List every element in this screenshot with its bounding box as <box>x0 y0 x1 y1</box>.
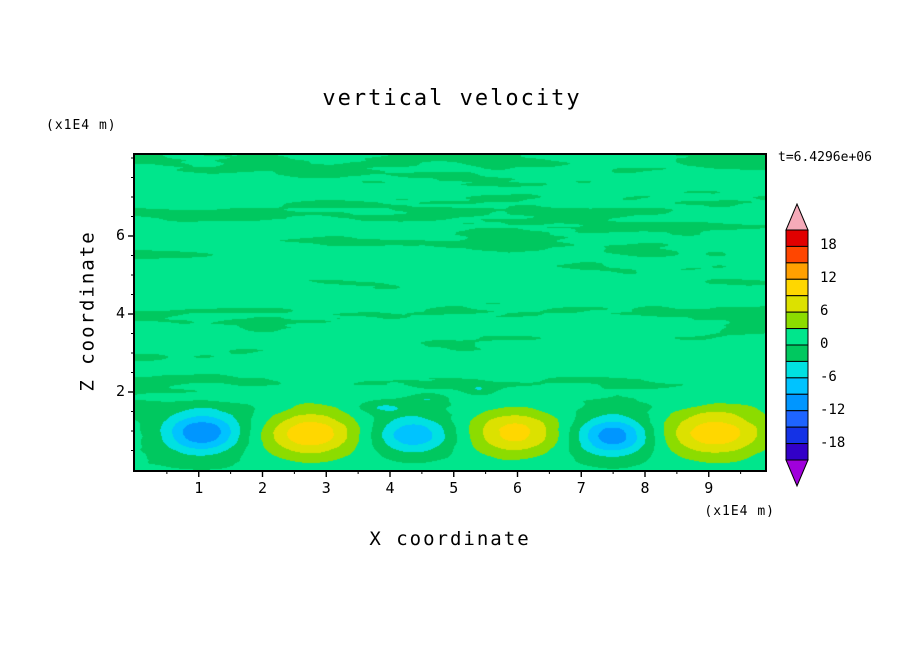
colorbar-arrow <box>785 459 809 488</box>
colorbar-band <box>785 360 809 379</box>
colorbar-band <box>785 377 809 395</box>
colorbar-band <box>785 295 809 313</box>
colorbar-band <box>785 344 809 362</box>
x-tick-label: 8 <box>640 479 650 497</box>
contour-field-canvas <box>135 155 765 470</box>
x-tick-label: 3 <box>321 479 331 497</box>
colorbar-label: -12 <box>820 401 846 418</box>
colorbar-label: 12 <box>820 270 837 287</box>
colorbar-band <box>785 311 809 330</box>
x-tick-label: 2 <box>257 479 268 497</box>
x-tick-label: 1 <box>194 479 204 497</box>
colorbar-arrow <box>785 203 809 231</box>
colorbar-band <box>785 410 809 428</box>
colorbar-band <box>785 443 809 461</box>
y-tick-label: 6 <box>115 226 125 244</box>
colorbar-band <box>785 262 809 280</box>
x-axis-label: X coordinate <box>369 528 531 550</box>
colorbar <box>785 203 809 488</box>
colorbar-label: 6 <box>820 303 829 320</box>
x-tick-label: 6 <box>512 479 523 497</box>
x-tick-label: 9 <box>704 479 714 497</box>
colorbar-band <box>785 245 809 264</box>
colorbar-band <box>785 328 809 346</box>
x-axis-unit-label: (x1E4 m) <box>704 504 775 519</box>
y-tick-label: 2 <box>115 382 125 400</box>
x-tick-label: 7 <box>576 479 586 497</box>
colorbar-label: -6 <box>820 368 837 385</box>
x-tick-label: 4 <box>385 479 395 497</box>
colorbar-band <box>785 426 809 445</box>
colorbar-band <box>785 278 809 297</box>
time-annotation: t=6.4296e+06 <box>778 150 872 165</box>
colorbar-band <box>785 229 809 247</box>
colorbar-label: 0 <box>820 336 829 352</box>
y-tick-label: 4 <box>115 304 125 322</box>
plot-area <box>133 153 767 472</box>
colorbar-band <box>785 393 809 412</box>
y-axis-unit-label: (x1E4 m) <box>46 118 117 133</box>
colorbar-label: -18 <box>820 434 846 451</box>
plot-title: vertical velocity <box>322 86 582 111</box>
colorbar-label: 18 <box>820 237 837 254</box>
x-tick-label: 5 <box>449 479 459 497</box>
y-axis-label: Z coordinate <box>76 230 99 392</box>
